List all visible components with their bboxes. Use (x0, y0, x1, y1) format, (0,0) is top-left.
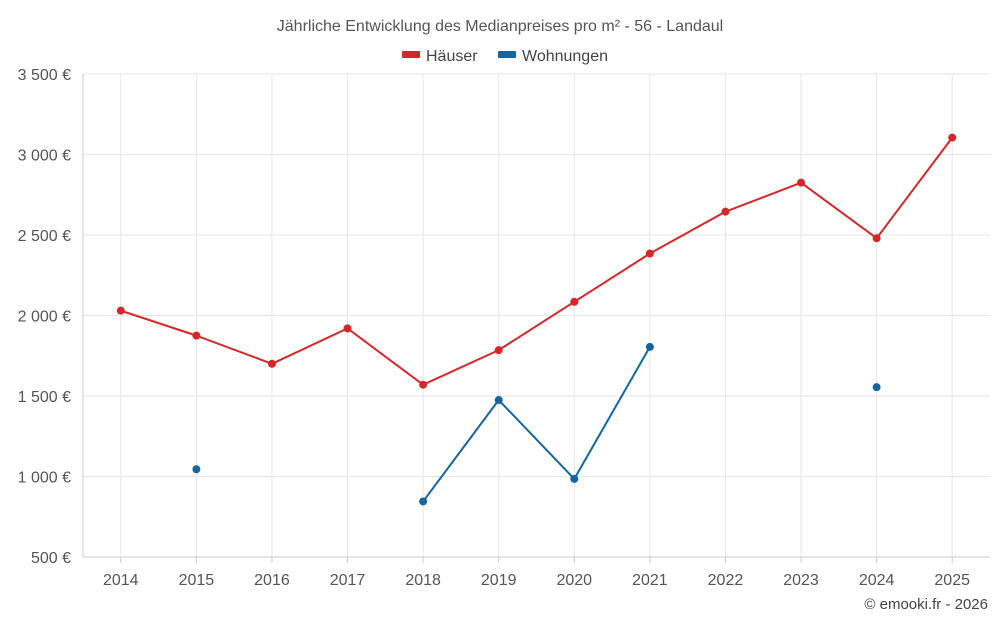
x-tick-label: 2014 (103, 572, 139, 589)
x-axis: 2014 2015 2016 2017 2018 2019 2020 2021 2022 2023… (103, 557, 970, 589)
legend-item[interactable]: Häuser (402, 48, 478, 65)
x-tick-label: 2016 (254, 572, 290, 589)
y-axis: 500 € 1 000 € 1 500 € 2 000 € 2 500 € 3 000 €… (18, 67, 71, 567)
series-Häuser (116, 133, 957, 389)
data-point[interactable] (192, 465, 201, 474)
y-tick-label: 1 500 € (18, 389, 71, 406)
data-point[interactable] (645, 249, 654, 258)
data-point[interactable] (116, 306, 125, 315)
y-tick-label: 2 500 € (18, 228, 71, 245)
data-point[interactable] (570, 474, 579, 483)
y-tick-label: 3 000 € (18, 148, 71, 165)
data-point[interactable] (872, 234, 881, 243)
data-point[interactable] (192, 331, 201, 340)
data-point[interactable] (948, 133, 957, 142)
data-point[interactable] (872, 383, 881, 392)
data-point[interactable] (419, 380, 428, 389)
series-line (422, 346, 651, 503)
x-tick-label: 2023 (783, 572, 819, 589)
plot-area (116, 133, 957, 506)
y-tick-label: 1 000 € (18, 470, 71, 487)
y-tick-label: 3 500 € (18, 67, 71, 84)
data-point[interactable] (343, 324, 352, 333)
data-point[interactable] (267, 359, 276, 368)
x-tick-label: 2020 (556, 572, 592, 589)
chart-title: Jährliche Entwicklung des Medianpreises … (277, 18, 723, 35)
x-tick-label: 2022 (708, 572, 744, 589)
data-point[interactable] (645, 342, 654, 351)
legend-item[interactable]: Wohnungen (498, 48, 608, 65)
x-tick-label: 2025 (934, 572, 970, 589)
legend-swatch (402, 51, 420, 58)
credit-text: © emooki.fr - 2026 (864, 596, 988, 613)
data-point[interactable] (419, 497, 428, 506)
data-point[interactable] (494, 396, 503, 405)
x-tick-label: 2024 (859, 572, 895, 589)
x-tick-label: 2017 (330, 572, 366, 589)
legend-label: Häuser (426, 48, 478, 65)
x-tick-label: 2019 (481, 572, 517, 589)
x-tick-label: 2015 (179, 572, 215, 589)
y-tick-label: 500 € (31, 550, 71, 567)
data-point[interactable] (570, 297, 579, 306)
legend: Häuser Wohnungen (402, 48, 608, 65)
series-Wohnungen (192, 342, 881, 506)
grid (82, 73, 990, 558)
x-tick-label: 2018 (405, 572, 441, 589)
y-tick-label: 2 000 € (18, 309, 71, 326)
data-point[interactable] (721, 207, 730, 216)
data-point[interactable] (797, 178, 806, 187)
data-point[interactable] (494, 346, 503, 355)
x-tick-label: 2021 (632, 572, 668, 589)
series-line (120, 136, 954, 386)
legend-swatch (498, 51, 516, 58)
legend-label: Wohnungen (522, 48, 608, 65)
